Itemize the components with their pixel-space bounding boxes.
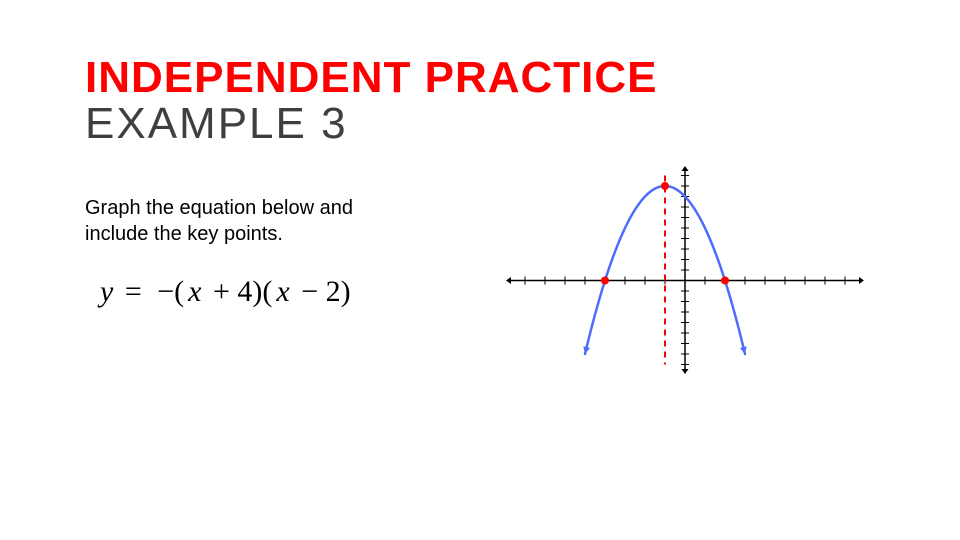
heading-line-2: EXAMPLE 3 [85, 101, 658, 147]
equation-y: y [100, 275, 113, 308]
equation-part-a: −( [153, 275, 188, 308]
chart-svg [505, 165, 865, 375]
heading-line-1: INDEPENDENT PRACTICE [85, 55, 658, 101]
equation-part-c: + 4)( [202, 275, 277, 308]
equation-equals: = [121, 275, 146, 308]
slide: INDEPENDENT PRACTICE EXAMPLE 3 Graph the… [0, 0, 960, 540]
slide-heading: INDEPENDENT PRACTICE EXAMPLE 3 [85, 55, 658, 147]
instruction-text: Graph the equation below and include the… [85, 195, 405, 247]
equation-part-b: x [188, 275, 201, 308]
equation: y = −(x + 4)(x − 2) [100, 275, 355, 309]
equation-part-d: x [276, 275, 289, 308]
parabola-chart [505, 165, 865, 375]
equation-part-e: − 2) [290, 275, 355, 308]
